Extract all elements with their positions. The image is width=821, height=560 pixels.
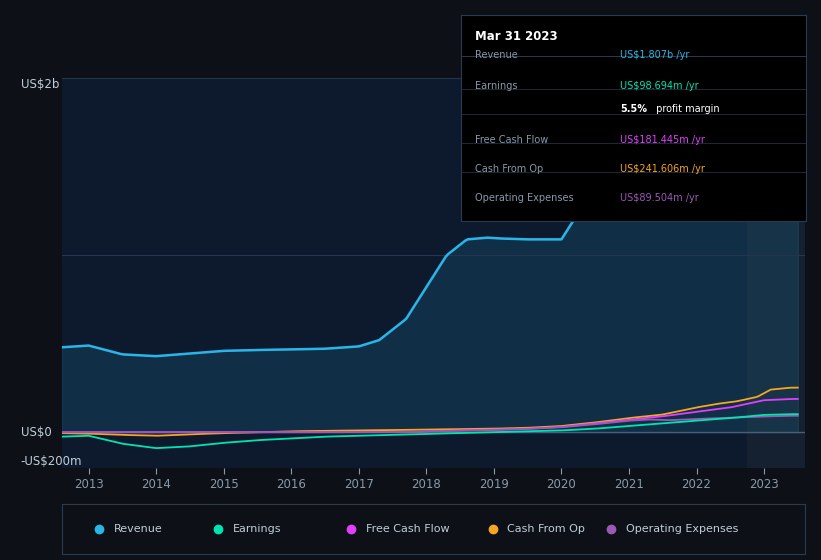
- Text: Mar 31 2023: Mar 31 2023: [475, 30, 557, 43]
- Text: US$181.445m /yr: US$181.445m /yr: [620, 135, 705, 145]
- Text: profit margin: profit margin: [653, 104, 719, 114]
- Text: 5.5%: 5.5%: [620, 104, 647, 114]
- Text: US$89.504m /yr: US$89.504m /yr: [620, 193, 699, 203]
- Text: Earnings: Earnings: [232, 524, 281, 534]
- Text: Cash From Op: Cash From Op: [475, 164, 544, 174]
- Text: Free Cash Flow: Free Cash Flow: [366, 524, 450, 534]
- Text: Revenue: Revenue: [475, 50, 518, 60]
- Text: -US$200m: -US$200m: [21, 455, 82, 468]
- Text: Revenue: Revenue: [113, 524, 163, 534]
- Text: US$98.694m /yr: US$98.694m /yr: [620, 81, 699, 91]
- Text: Earnings: Earnings: [475, 81, 518, 91]
- Text: US$2b: US$2b: [21, 78, 59, 91]
- Text: Cash From Op: Cash From Op: [507, 524, 585, 534]
- Text: Operating Expenses: Operating Expenses: [626, 524, 739, 534]
- Text: US$241.606m /yr: US$241.606m /yr: [620, 164, 705, 174]
- Text: Operating Expenses: Operating Expenses: [475, 193, 574, 203]
- Text: Free Cash Flow: Free Cash Flow: [475, 135, 548, 145]
- Bar: [747, 78, 805, 468]
- Text: US$1.807b /yr: US$1.807b /yr: [620, 50, 690, 60]
- Text: US$0: US$0: [21, 426, 52, 438]
